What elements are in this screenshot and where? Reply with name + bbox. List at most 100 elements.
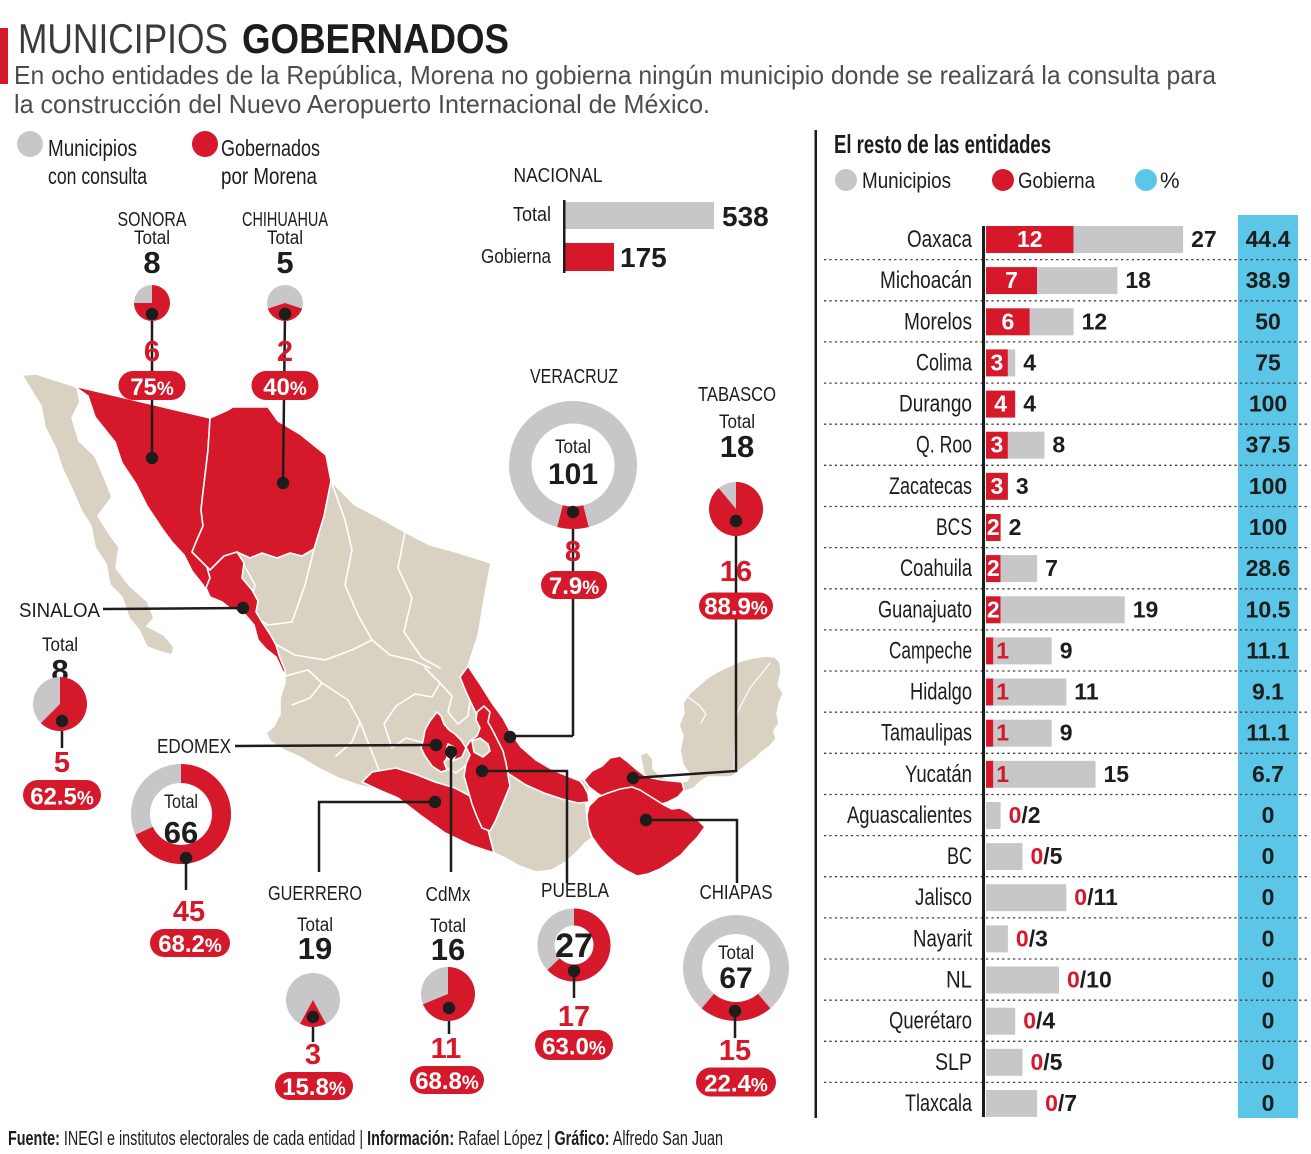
svg-text:0/10: 0/10: [1067, 967, 1112, 993]
svg-text:75: 75: [1255, 349, 1281, 375]
svg-text:45: 45: [173, 896, 205, 928]
svg-text:1: 1: [996, 637, 1009, 663]
svg-text:27: 27: [555, 927, 593, 965]
svg-text:100: 100: [1249, 514, 1287, 540]
svg-text:Zacatecas: Zacatecas: [889, 473, 972, 500]
svg-text:CdMx: CdMx: [426, 884, 471, 906]
svg-text:11.1: 11.1: [1246, 637, 1290, 663]
svg-text:Total: Total: [718, 943, 754, 964]
svg-text:3: 3: [991, 432, 1004, 458]
svg-text:Total: Total: [164, 792, 198, 813]
svg-text:4: 4: [1023, 391, 1036, 417]
svg-text:1: 1: [996, 679, 1009, 705]
svg-text:0: 0: [1262, 884, 1275, 910]
svg-text:Municipios: Municipios: [862, 168, 951, 193]
svg-text:68.8%: 68.8%: [415, 1068, 479, 1095]
svg-text:Gobierna: Gobierna: [1018, 168, 1096, 193]
svg-text:Tamaulipas: Tamaulipas: [881, 720, 972, 747]
svg-text:28.6: 28.6: [1246, 555, 1291, 581]
svg-text:0: 0: [1262, 1090, 1275, 1116]
svg-text:3: 3: [991, 349, 1004, 375]
svg-text:Hidalgo: Hidalgo: [910, 679, 972, 706]
svg-text:0: 0: [1262, 843, 1275, 869]
svg-text:Querétaro: Querétaro: [889, 1008, 972, 1035]
svg-text:66: 66: [164, 815, 198, 850]
svg-text:Guanajuato: Guanajuato: [878, 596, 972, 623]
svg-text:Q. Roo: Q. Roo: [916, 432, 972, 459]
svg-text:10.5: 10.5: [1246, 596, 1291, 622]
svg-text:Colima: Colima: [916, 349, 972, 376]
svg-text:Total: Total: [42, 635, 78, 656]
svg-text:0/7: 0/7: [1045, 1090, 1077, 1116]
svg-text:Municipios: Municipios: [48, 135, 137, 161]
svg-text:6.7: 6.7: [1252, 761, 1284, 787]
svg-text:GUERRERO: GUERRERO: [268, 883, 362, 905]
svg-text:38.9: 38.9: [1246, 267, 1291, 293]
svg-text:175: 175: [620, 242, 667, 273]
svg-text:12: 12: [1082, 308, 1108, 334]
svg-text:0/5: 0/5: [1031, 1049, 1063, 1075]
svg-text:Campeche: Campeche: [889, 637, 972, 664]
svg-text:CHIHUAHUA: CHIHUAHUA: [242, 209, 328, 231]
svg-text:62.5%: 62.5%: [30, 784, 94, 811]
svg-text:Total: Total: [134, 228, 170, 249]
svg-text:6: 6: [144, 336, 160, 368]
svg-text:19: 19: [1133, 596, 1159, 622]
svg-text:1: 1: [996, 761, 1009, 787]
svg-text:5: 5: [54, 747, 70, 779]
svg-text:2: 2: [1009, 514, 1022, 540]
svg-text:16: 16: [431, 932, 465, 967]
svg-text:0/11: 0/11: [1074, 884, 1118, 910]
svg-text:44.4: 44.4: [1246, 226, 1291, 252]
svg-text:Yucatán: Yucatán: [905, 761, 972, 788]
svg-text:1: 1: [996, 720, 1009, 746]
svg-text:Coahuila: Coahuila: [900, 555, 972, 582]
svg-text:Gobernados: Gobernados: [221, 135, 320, 161]
svg-text:Nayarit: Nayarit: [913, 925, 972, 952]
svg-text:11.1: 11.1: [1246, 720, 1290, 746]
svg-text:Jalisco: Jalisco: [915, 884, 972, 911]
svg-text:18: 18: [720, 429, 754, 464]
svg-text:SLP: SLP: [935, 1049, 972, 1076]
svg-text:NACIONAL: NACIONAL: [514, 165, 603, 187]
svg-text:GOBERNADOS: GOBERNADOS: [242, 15, 509, 62]
svg-text:Total: Total: [430, 916, 466, 937]
svg-text:7: 7: [1005, 267, 1018, 293]
svg-text:3: 3: [305, 1039, 321, 1071]
svg-text:88.9%: 88.9%: [704, 594, 768, 621]
svg-text:con consulta: con consulta: [48, 163, 147, 189]
svg-text:3: 3: [1016, 473, 1029, 499]
svg-text:0: 0: [1262, 1008, 1275, 1034]
svg-text:por Morena: por Morena: [221, 163, 317, 189]
svg-text:18: 18: [1125, 267, 1151, 293]
svg-text:9.1: 9.1: [1252, 679, 1284, 705]
svg-text:6: 6: [1002, 308, 1015, 334]
svg-text:Total: Total: [513, 204, 551, 226]
svg-text:11: 11: [1074, 679, 1099, 705]
svg-text:El resto de las entidades: El resto de las entidades: [834, 129, 1051, 159]
svg-text:Oaxaca: Oaxaca: [907, 226, 973, 253]
svg-text:15: 15: [719, 1035, 751, 1067]
svg-text:9: 9: [1060, 637, 1073, 663]
svg-text:15.8%: 15.8%: [282, 1074, 346, 1101]
svg-text:68.2%: 68.2%: [158, 931, 222, 958]
svg-text:0/5: 0/5: [1031, 843, 1063, 869]
svg-text:MUNICIPIOS: MUNICIPIOS: [18, 15, 228, 62]
svg-text:11: 11: [431, 1033, 462, 1065]
svg-text:50: 50: [1255, 308, 1281, 334]
svg-text:BC: BC: [947, 843, 972, 870]
svg-text:27: 27: [1191, 226, 1217, 252]
svg-text:5: 5: [276, 245, 293, 280]
svg-text:17: 17: [558, 1001, 590, 1033]
svg-text:Morelos: Morelos: [904, 308, 972, 335]
svg-text:2: 2: [987, 596, 1000, 622]
svg-text:PUEBLA: PUEBLA: [541, 880, 610, 902]
svg-text:67: 67: [719, 962, 752, 995]
svg-text:0/3: 0/3: [1016, 925, 1048, 951]
svg-text:VERACRUZ: VERACRUZ: [530, 366, 618, 388]
svg-text:2: 2: [277, 336, 293, 368]
svg-text:8: 8: [143, 245, 160, 280]
svg-text:0: 0: [1262, 1049, 1275, 1075]
svg-text:3: 3: [991, 473, 1004, 499]
svg-text:%: %: [1160, 168, 1180, 193]
